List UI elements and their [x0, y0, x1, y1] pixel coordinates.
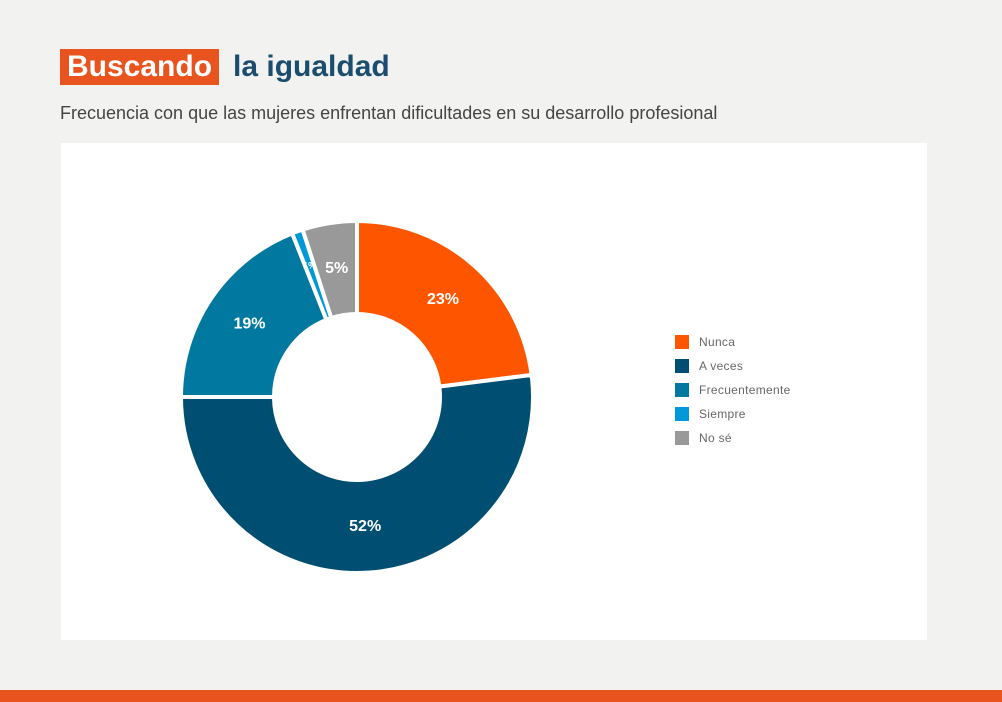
donut-slice-frecuentemente [178, 230, 330, 399]
donut-label-nunca: 23% [427, 291, 459, 308]
chart-subtitle: Frecuencia con que las mujeres enfrentan… [60, 103, 718, 123]
donut-slice-no-se [300, 218, 359, 321]
footer-accent-bar [0, 690, 1002, 702]
legend-label-frecuentemente: Frecuentemente [699, 383, 791, 397]
donut-slice-a-veces [178, 372, 535, 575]
donut-label-no-se: 5% [325, 260, 348, 277]
legend-item-nunca: Nunca [675, 330, 791, 354]
chart-legend: Nunca A veces Frecuentemente Siempre No … [675, 330, 791, 450]
title-rest: la igualdad [233, 50, 390, 83]
legend-item-a-veces: A veces [675, 354, 791, 378]
donut-chart: 23% 52% 19% 1% 5% [178, 218, 535, 575]
legend-item-frecuentemente: Frecuentemente [675, 378, 791, 402]
donut-label-a-veces: 52% [349, 518, 381, 535]
legend-label-no-se: No sé [699, 431, 732, 445]
donut-label-siempre: 1% [303, 260, 316, 270]
donut-label-frecuentemente: 19% [233, 315, 265, 332]
legend-item-siempre: Siempre [675, 402, 791, 426]
donut-slice-nunca [355, 218, 534, 389]
legend-swatch-nunca [675, 335, 689, 349]
legend-swatch-no-se [675, 431, 689, 445]
legend-label-nunca: Nunca [699, 335, 736, 349]
chart-panel: 23% 52% 19% 1% 5% Nunca A veces Frecuentemen… [61, 143, 927, 640]
legend-swatch-frecuentemente [675, 383, 689, 397]
legend-swatch-a-veces [675, 359, 689, 373]
title-highlight: Buscando [60, 49, 220, 85]
legend-label-siempre: Siempre [699, 407, 746, 421]
legend-swatch-siempre [675, 407, 689, 421]
legend-label-a-veces: A veces [699, 359, 744, 373]
title-row: Buscando la igualdad [60, 48, 390, 86]
legend-item-no-se: No sé [675, 426, 791, 450]
